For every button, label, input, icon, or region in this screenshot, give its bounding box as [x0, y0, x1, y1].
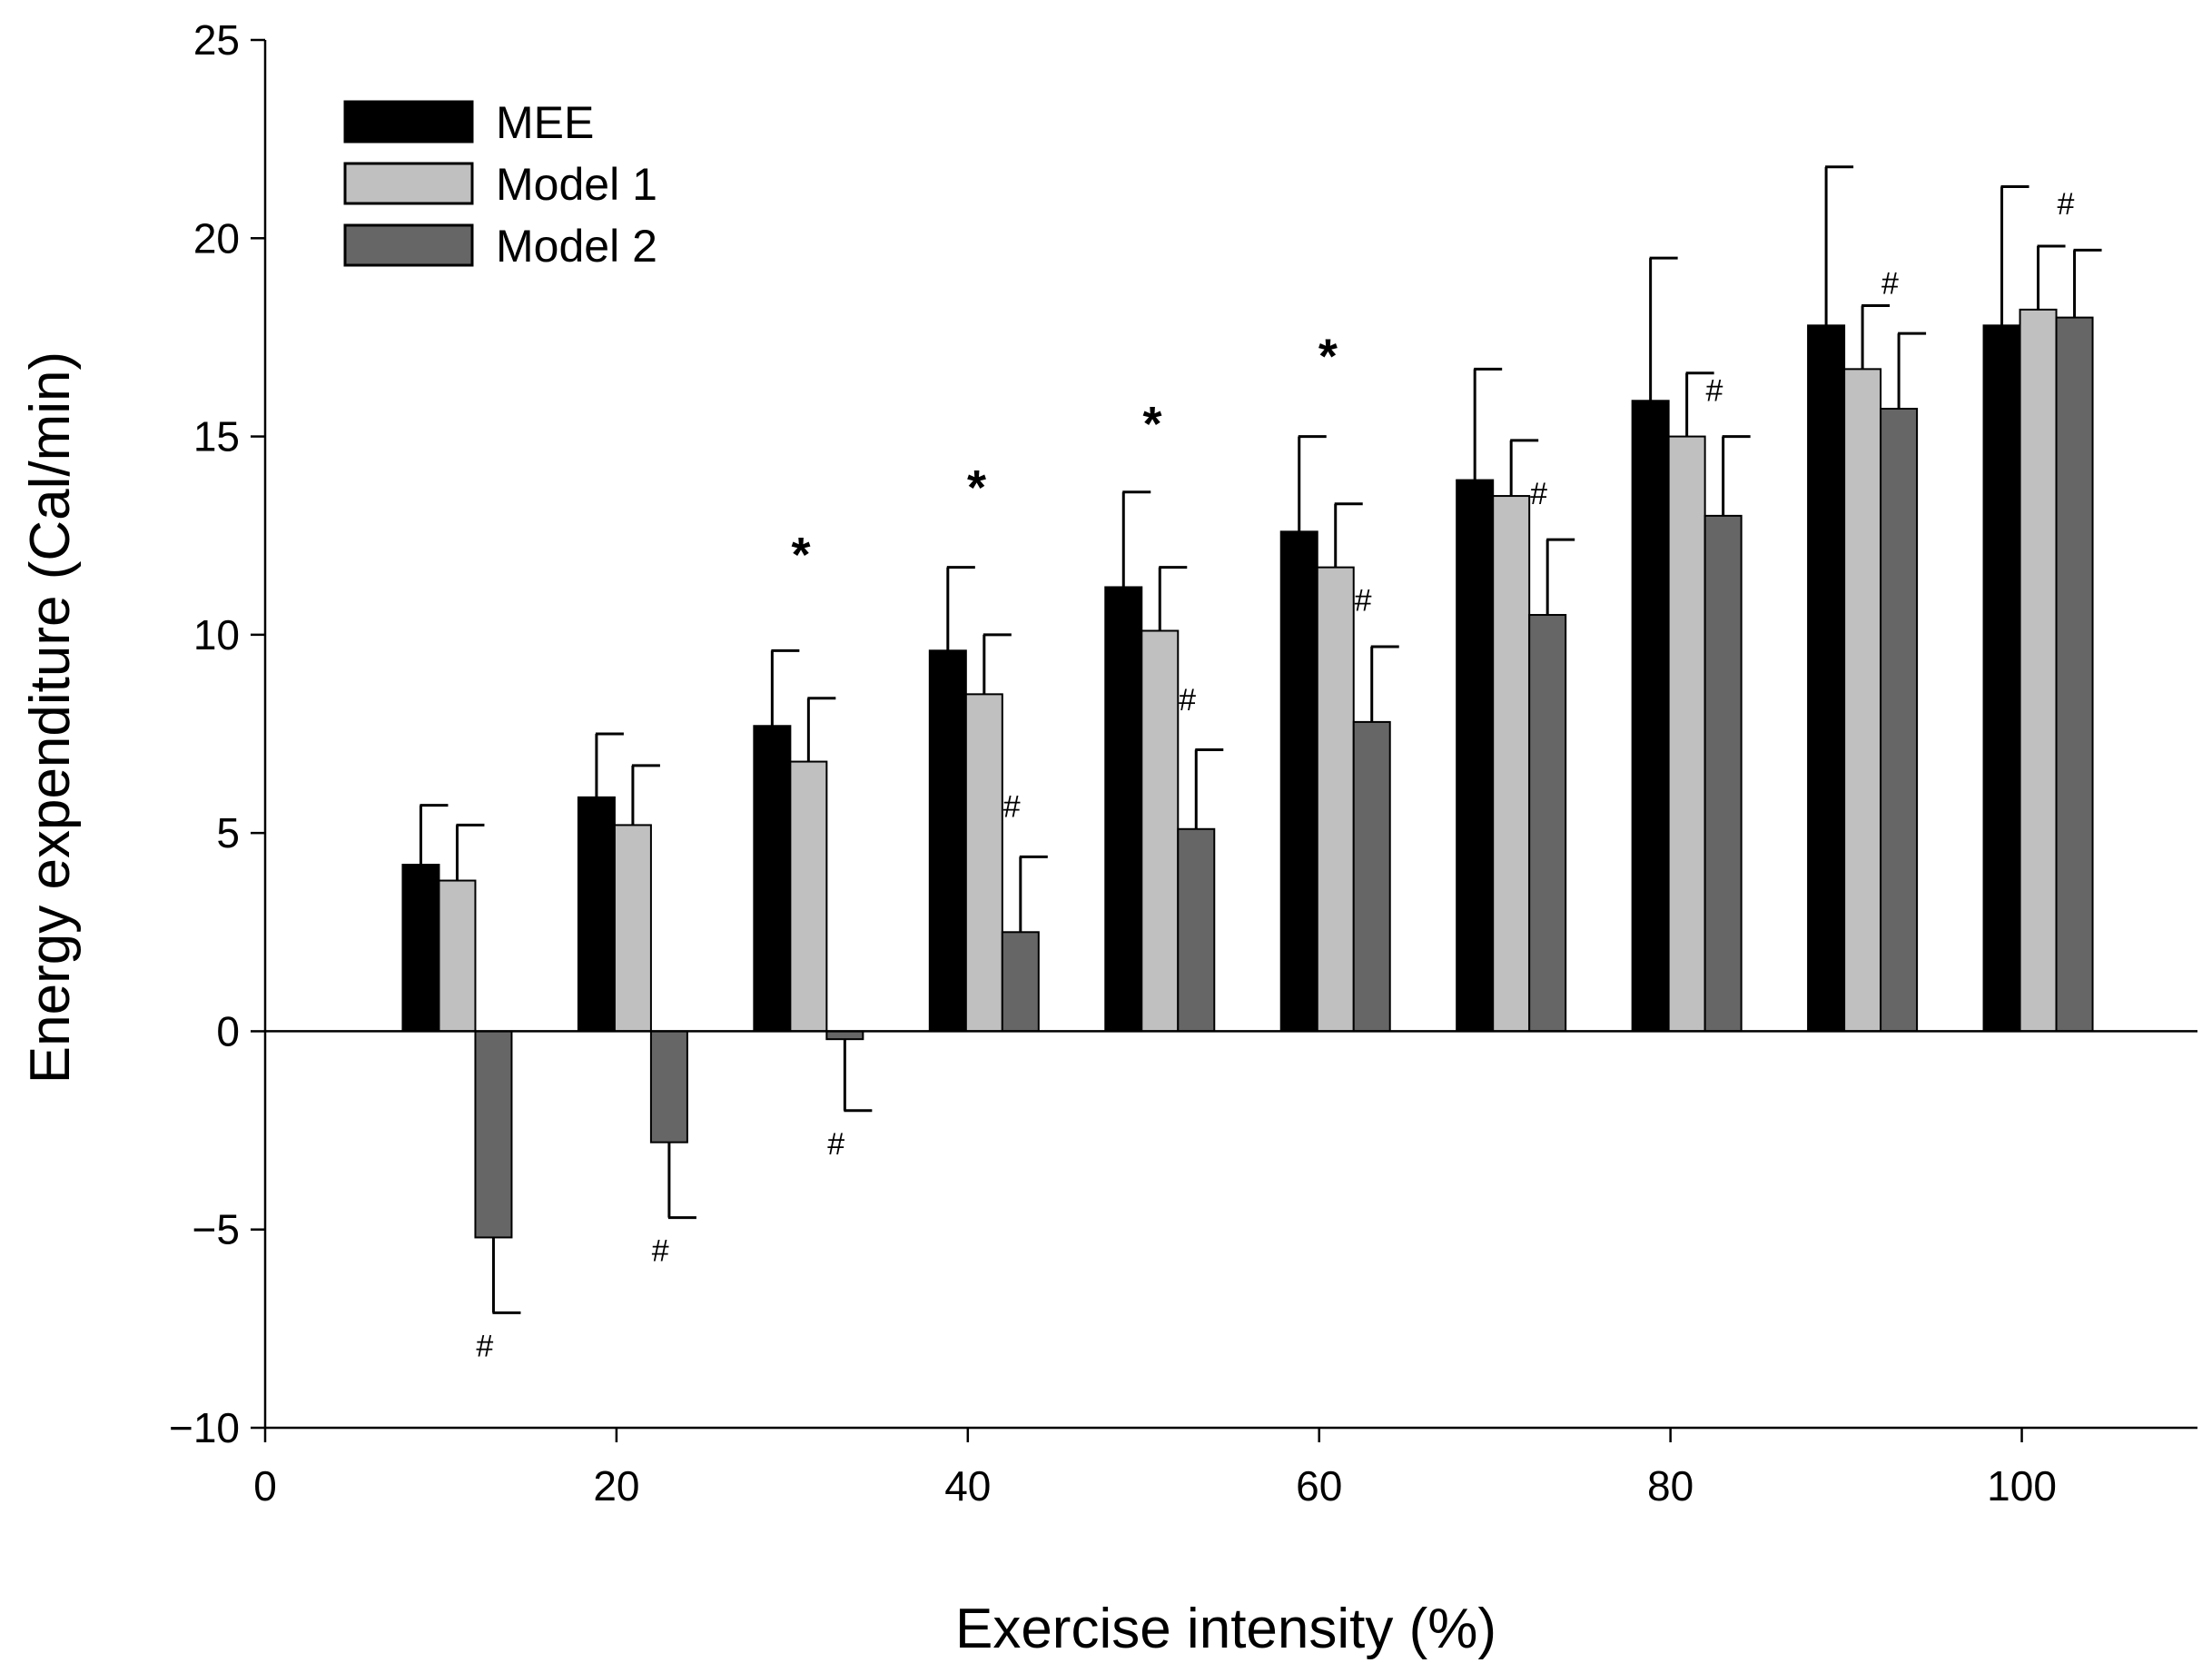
bar-mee-30	[753, 725, 792, 1033]
bar-model-2-10	[474, 1030, 513, 1239]
y-tick-label-25: 25	[193, 16, 240, 64]
x-tick-label-100: 100	[1987, 1462, 2057, 1510]
bar-model-2-100	[2055, 316, 2094, 1033]
significance-star-11: *	[967, 460, 986, 515]
axes-layer: −10 −5 0 5 10 15 20 25 0 20 40 60 80 100	[169, 16, 2197, 1510]
bar-model-2-20	[649, 1030, 688, 1143]
bar-model-1-50	[1141, 629, 1180, 1033]
significance-hash-7: #	[1706, 373, 1723, 408]
y-tick-label--5: −5	[193, 1206, 240, 1253]
bar-model-1-90	[1843, 368, 1882, 1033]
legend-swatch-mee	[343, 100, 474, 144]
bar-model-2-70	[1528, 614, 1567, 1033]
significance-hash-2: #	[827, 1127, 844, 1162]
significance-hash-4: #	[1179, 683, 1196, 718]
y-tick-label-15: 15	[193, 413, 240, 460]
y-axis-label: Energy expenditure (Cal/min)	[19, 351, 82, 1084]
bar-model-1-100	[2019, 308, 2058, 1033]
significance-star-10: *	[792, 528, 811, 582]
significance-star-12: *	[1142, 397, 1161, 451]
x-axis-label: Exercise intensity (%)	[955, 1598, 1496, 1660]
legend: MEE Model 1 Model 2	[343, 97, 657, 272]
significance-hash-8: #	[1881, 266, 1899, 301]
bar-mee-60	[1279, 530, 1318, 1033]
legend-swatch-model-1	[343, 162, 474, 205]
bar-model-2-80	[1703, 514, 1743, 1033]
bar-model-1-20	[613, 824, 652, 1033]
bar-model-1-70	[1492, 495, 1531, 1033]
bar-model-1-60	[1316, 566, 1355, 1033]
legend-label-model-1: Model 1	[496, 159, 657, 210]
x-tick-label-20: 20	[593, 1462, 639, 1510]
bar-mee-100	[1982, 324, 2021, 1033]
bar-model-2-90	[1880, 408, 1919, 1033]
bar-model-2-30	[825, 1030, 864, 1041]
significance-hash-6: #	[1530, 477, 1547, 511]
legend-swatch-model-2	[343, 223, 474, 267]
bars-layer	[401, 308, 2094, 1239]
bar-model-1-80	[1667, 435, 1706, 1033]
bar-model-2-50	[1177, 827, 1216, 1033]
significance-hash-1: #	[652, 1234, 669, 1269]
bar-mee-40	[928, 649, 967, 1033]
x-tick-label-40: 40	[944, 1462, 991, 1510]
x-tick-label-80: 80	[1647, 1462, 1694, 1510]
annotations-layer: # # # # # # # # # # * * * *	[476, 187, 2074, 1363]
legend-label-model-2: Model 2	[496, 221, 657, 272]
bar-model-2-40	[1001, 931, 1040, 1033]
bar-mee-90	[1807, 324, 1846, 1033]
bar-mee-50	[1104, 586, 1143, 1033]
significance-star-13: *	[1318, 330, 1338, 384]
significance-hash-3: #	[1003, 790, 1021, 825]
y-tick-label--10: −10	[169, 1404, 240, 1451]
significance-hash-5: #	[1355, 584, 1372, 619]
y-tick-label-0: 0	[216, 1007, 240, 1054]
bar-mee-10	[401, 864, 440, 1033]
bar-model-1-40	[964, 693, 1003, 1033]
significance-hash-9: #	[2057, 187, 2074, 222]
x-tick-label-0: 0	[253, 1462, 277, 1510]
y-tick-label-10: 10	[193, 611, 240, 658]
x-tick-label-60: 60	[1296, 1462, 1342, 1510]
error-bars-layer	[419, 165, 2102, 1314]
bar-mee-80	[1631, 400, 1670, 1033]
legend-label-mee: MEE	[496, 97, 594, 148]
bar-model-1-10	[438, 879, 477, 1033]
bar-mee-20	[577, 796, 616, 1033]
significance-hash-0: #	[476, 1329, 493, 1363]
bar-model-1-30	[789, 760, 828, 1033]
bar-model-2-60	[1352, 720, 1391, 1033]
y-tick-label-20: 20	[193, 214, 240, 262]
bar-mee-70	[1456, 479, 1495, 1033]
y-tick-label-5: 5	[216, 809, 240, 856]
